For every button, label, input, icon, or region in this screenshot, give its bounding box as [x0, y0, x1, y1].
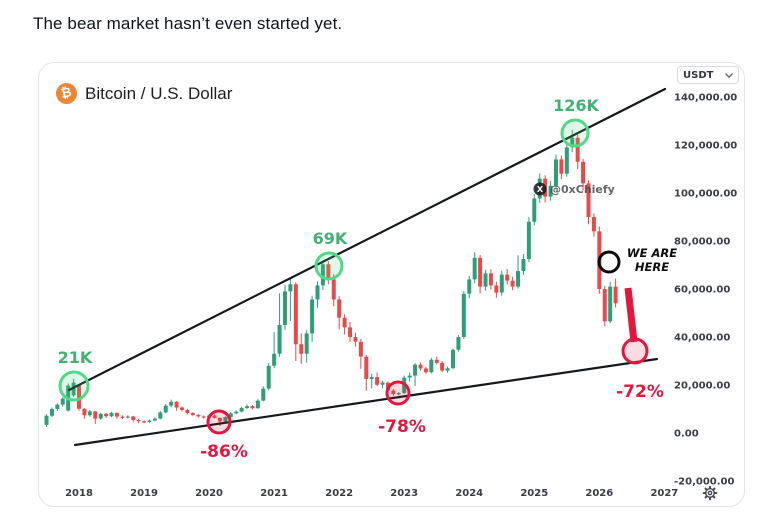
svg-text:40,000.00: 40,000.00 [674, 333, 730, 344]
svg-text:100,000.00: 100,000.00 [674, 189, 737, 200]
svg-text:20,000.00: 20,000.00 [674, 381, 730, 392]
svg-text:WE ARE: WE ARE [627, 246, 677, 260]
svg-text:2022: 2022 [325, 488, 353, 499]
svg-text:60,000.00: 60,000.00 [674, 285, 730, 296]
price-chart[interactable]: X @0xChiefy 21K 69K 126K -86% -78% -72% WE AREH… [39, 63, 745, 507]
settings-icon[interactable] [702, 485, 718, 501]
svg-text:2027: 2027 [650, 488, 678, 499]
svg-text:2025: 2025 [520, 488, 548, 499]
svg-text:-72%: -72% [616, 382, 664, 402]
chevron-down-icon [725, 72, 733, 78]
svg-text:126K: 126K [553, 96, 599, 115]
watermark: X @0xChiefy [533, 182, 615, 196]
svg-text:-78%: -78% [378, 417, 426, 437]
svg-text:140,000.00: 140,000.00 [674, 93, 737, 104]
bitcoin-logo-icon: ₿ [56, 83, 77, 104]
svg-text:2019: 2019 [130, 488, 158, 499]
currency-value: USDT [683, 69, 714, 81]
chart-card: ₿ Bitcoin / U.S. Dollar USDT X @0xChiefy … [38, 62, 745, 507]
bitcoin-b-glyph: ₿ [59, 85, 74, 102]
svg-text:-20,000.00: -20,000.00 [674, 477, 734, 488]
svg-text:80,000.00: 80,000.00 [674, 237, 730, 248]
svg-text:2023: 2023 [390, 488, 418, 499]
svg-text:2021: 2021 [260, 488, 288, 499]
svg-text:120,000.00: 120,000.00 [674, 141, 737, 152]
currency-dropdown[interactable]: USDT [677, 66, 739, 84]
axis-labels: 140,000.00 120,000.00 100,000.00 80,000.00 6… [65, 93, 737, 500]
post-text: The bear market hasn’t even started yet. [33, 14, 343, 33]
svg-text:21K: 21K [58, 348, 93, 367]
svg-text:69K: 69K [313, 229, 348, 248]
svg-text:2026: 2026 [585, 488, 613, 499]
chart-header: ₿ Bitcoin / U.S. Dollar [56, 83, 232, 104]
svg-text:2018: 2018 [65, 488, 93, 499]
svg-text:X: X [537, 185, 544, 194]
svg-text:@0xChiefy: @0xChiefy [550, 183, 615, 196]
chart-title: Bitcoin / U.S. Dollar [85, 83, 233, 103]
trendlines [67, 87, 667, 447]
svg-text:HERE: HERE [635, 260, 669, 274]
candlestick-series [44, 129, 618, 427]
svg-text:-86%: -86% [200, 442, 248, 462]
svg-text:2020: 2020 [195, 488, 223, 499]
svg-text:0.00: 0.00 [674, 429, 699, 440]
svg-text:2024: 2024 [455, 488, 483, 499]
